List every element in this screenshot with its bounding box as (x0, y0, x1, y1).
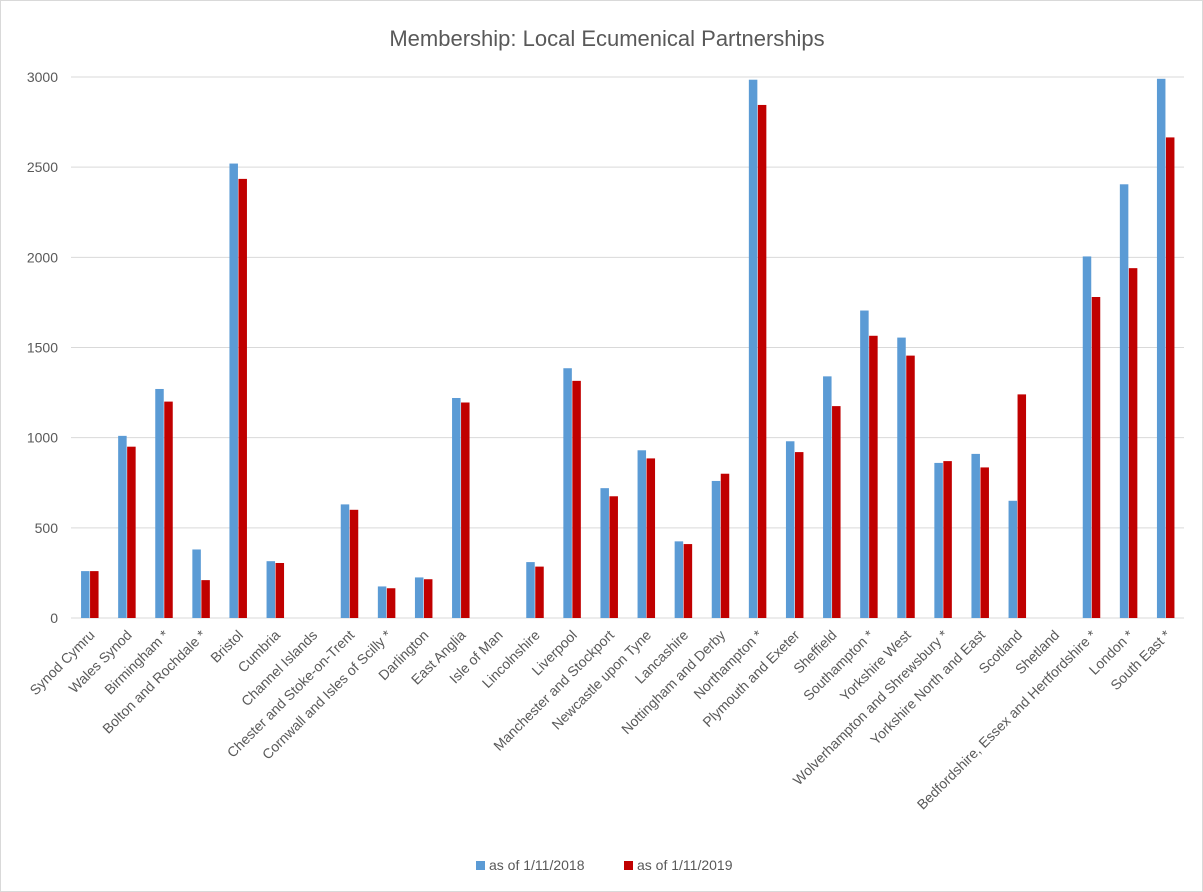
bar (980, 467, 989, 618)
legend-label: as of 1/11/2019 (637, 857, 733, 873)
bar (201, 580, 210, 618)
bar (674, 541, 684, 618)
y-tick-label: 2500 (27, 159, 58, 175)
bar (81, 571, 90, 618)
bar (646, 458, 656, 618)
bar (971, 453, 980, 618)
bar (275, 562, 285, 618)
bar (794, 452, 804, 618)
y-tick-label: 1500 (27, 340, 58, 356)
bar (535, 566, 544, 618)
bar (757, 104, 767, 619)
bar (832, 406, 841, 618)
bar (266, 561, 276, 618)
bar (563, 368, 572, 618)
y-tick-label: 500 (35, 520, 59, 536)
bar (452, 397, 461, 618)
bar (1165, 137, 1175, 618)
bars (81, 78, 1175, 619)
bar (897, 337, 906, 618)
bar (377, 586, 387, 618)
bar (1091, 297, 1101, 618)
gridlines (71, 76, 1184, 619)
chart-title: Membership: Local Ecumenical Partnership… (389, 26, 824, 51)
bar (461, 402, 470, 618)
bar (340, 504, 350, 618)
bar (711, 480, 721, 618)
bar (1082, 256, 1092, 618)
legend: as of 1/11/2018 as of 1/11/2019 (476, 857, 733, 873)
bar (414, 577, 424, 618)
bar (1008, 500, 1018, 618)
y-tick-label: 3000 (27, 69, 58, 85)
bar (1017, 394, 1027, 618)
bar (572, 380, 581, 618)
bar (90, 571, 99, 618)
bar (906, 355, 915, 618)
bar (229, 163, 238, 618)
bar (683, 544, 693, 618)
bar (609, 496, 618, 618)
bar (934, 462, 943, 618)
bar (238, 178, 247, 618)
bar (192, 549, 201, 618)
bar (118, 435, 127, 618)
bar (600, 488, 609, 618)
bar (349, 509, 359, 618)
legend-swatch (624, 861, 633, 870)
bar (386, 588, 396, 618)
bar (164, 401, 173, 618)
bar (785, 441, 795, 618)
bar (943, 461, 952, 618)
legend-swatch (476, 861, 485, 870)
bar (860, 310, 869, 618)
y-axis-ticks: 0 500 1000 1500 2000 2500 3000 (27, 69, 58, 626)
bar (127, 446, 136, 618)
bar (823, 376, 832, 618)
bar (637, 450, 647, 618)
bar (1119, 184, 1129, 618)
bar (748, 79, 758, 618)
bar (423, 579, 433, 618)
y-tick-label: 1000 (27, 430, 58, 446)
legend-label: as of 1/11/2018 (489, 857, 585, 873)
bar (720, 473, 730, 618)
bar (526, 562, 535, 618)
y-tick-label: 2000 (27, 249, 58, 265)
bar (1128, 268, 1138, 618)
bar (869, 335, 878, 618)
bar (155, 388, 164, 618)
bar (1156, 78, 1166, 618)
y-tick-label: 0 (50, 610, 58, 626)
